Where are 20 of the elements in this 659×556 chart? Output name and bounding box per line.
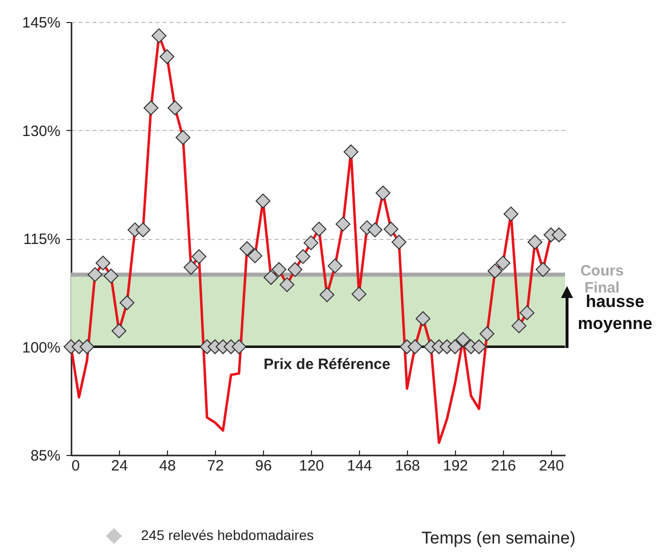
x-tick-label: 24	[111, 458, 128, 474]
y-tick-label: 145%	[22, 14, 60, 32]
x-tick-label: 48	[159, 458, 176, 474]
x-tick-label: 192	[442, 458, 468, 474]
x-tick-label: 72	[207, 458, 224, 474]
x-tick-label: 240	[538, 458, 564, 474]
ref-line-label: Prix de Référence	[264, 356, 390, 373]
y-tick-label: 130%	[22, 122, 60, 140]
band-label: hausse moyenne	[578, 292, 652, 333]
legend-label: 245 relevés hebdomadaires	[141, 527, 314, 543]
x-tick-label: 144	[346, 458, 372, 474]
x-tick-label: 168	[394, 458, 420, 474]
y-tick-label: 85%	[30, 448, 60, 464]
x-tick-label: 0	[72, 458, 80, 474]
x-tick-label: 96	[255, 458, 272, 474]
x-tick-label: 216	[490, 458, 516, 474]
x-axis-title: Temps (en semaine)	[421, 528, 576, 548]
y-tick-label: 100%	[22, 339, 60, 356]
x-tick-label: 120	[298, 458, 324, 474]
y-tick-label: 115%	[23, 231, 60, 248]
